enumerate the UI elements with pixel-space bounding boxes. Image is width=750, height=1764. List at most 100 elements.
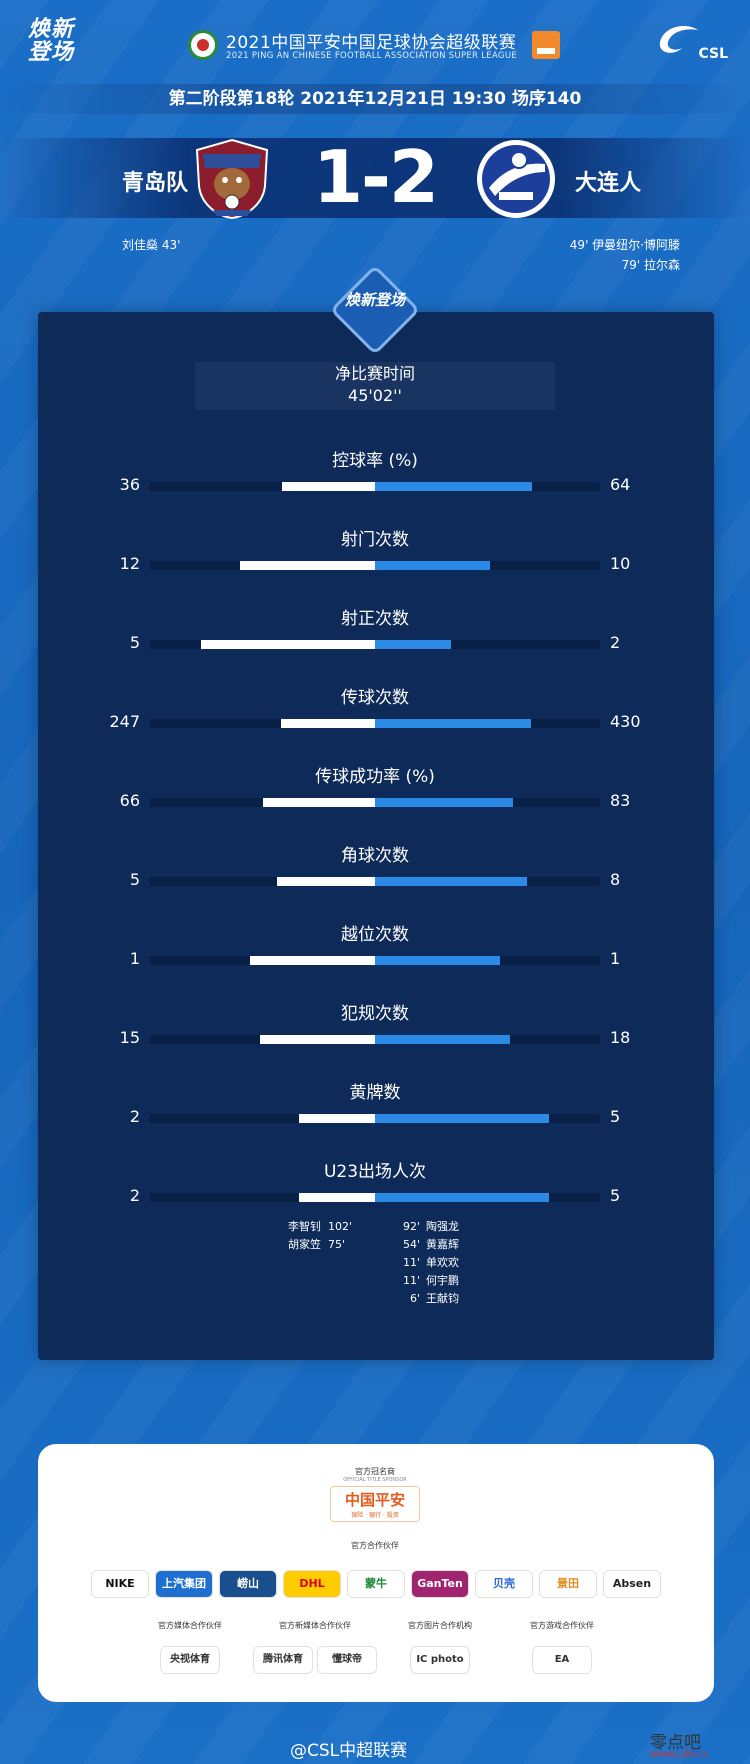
u23-home-list: 李智钊 102' 胡家笠 75' xyxy=(288,1218,352,1254)
stat-home-value: 5 xyxy=(129,870,140,889)
partner-logo: 蒙牛 xyxy=(348,1571,404,1597)
home-scorers: 刘佳燊 43' xyxy=(122,235,180,255)
u23-away-item: 92' 陶强龙 xyxy=(402,1220,459,1233)
u23-home-item: 李智钊 102' xyxy=(288,1220,353,1233)
stat-home-bar xyxy=(281,719,375,728)
net-time-value: 45'02'' xyxy=(348,386,402,405)
stat-row: 射正次数 5 2 xyxy=(0,604,750,654)
stat-label: 角球次数 xyxy=(341,846,409,866)
watermark: 零点吧 xyxy=(650,1733,701,1753)
stat-home-value: 66 xyxy=(119,791,140,810)
stat-home-value: 2 xyxy=(129,1107,140,1126)
brand-logo-left: 焕新登场 xyxy=(28,17,75,65)
title-sponsor-label: 官方冠名商 OFFICIAL TITLE SPONSOR xyxy=(0,1466,750,1483)
stat-row: 越位次数 1 1 xyxy=(0,920,750,970)
partner-logo: 上汽集团 xyxy=(156,1571,212,1597)
panel-badge-text: 焕新登场 xyxy=(344,291,405,309)
media-group-label: 官方游戏合作伙伴 xyxy=(530,1621,594,1630)
csl-swirl-icon xyxy=(659,26,698,53)
stat-label: 犯规次数 xyxy=(341,1004,409,1024)
media-partner-logo: 央视体育 xyxy=(161,1647,219,1673)
away-team-name: 大连人 xyxy=(575,171,642,196)
partners-label: 官方合作伙伴 xyxy=(351,1541,399,1550)
partner-logo: 崂山 xyxy=(220,1571,276,1597)
qingdao-crest-icon xyxy=(195,138,269,220)
stat-away-value: 5 xyxy=(610,1186,621,1205)
stat-home-bar xyxy=(299,1193,375,1202)
away-scorers: 49' 伊曼纽尔·博阿滕 79' 拉尔森 xyxy=(570,235,680,275)
u23-away-item: 11' 何宇鹏 xyxy=(402,1274,459,1287)
media-partner-logo: 腾讯体育 xyxy=(254,1647,312,1673)
stat-row: 射门次数 12 10 xyxy=(0,525,750,575)
net-time-box: 净比赛时间 45'02'' xyxy=(195,362,555,410)
partner-logo: 景田 xyxy=(540,1571,596,1597)
media-partner-logo: IC photo xyxy=(411,1647,469,1673)
cfa-emblem-icon xyxy=(188,30,218,60)
stat-away-bar xyxy=(375,640,451,649)
stat-away-bar xyxy=(375,1193,550,1202)
title-sponsor-label-en: OFFICIAL TITLE SPONSOR xyxy=(343,1477,407,1483)
csl-logo-text: CSL xyxy=(698,46,728,62)
stat-row: 角球次数 5 8 xyxy=(0,841,750,891)
round-info: 第二阶段第18轮 2021年12月21日 19:30 场序140 xyxy=(0,84,750,114)
u23-home-item: 胡家笠 75' xyxy=(288,1238,346,1251)
u23-away-item: 6' 王献钧 xyxy=(409,1292,459,1305)
stat-away-value: 430 xyxy=(610,712,641,731)
stat-away-value: 10 xyxy=(610,554,631,573)
stat-label: 控球率 (%) xyxy=(332,451,418,471)
stat-away-value: 18 xyxy=(610,1028,631,1047)
stat-away-bar xyxy=(375,1035,511,1044)
stat-home-value: 247 xyxy=(109,712,140,731)
away-scorer-item: 49' 伊曼纽尔·博阿滕 xyxy=(569,238,680,252)
stat-away-value: 5 xyxy=(610,1107,621,1126)
stat-home-bar xyxy=(299,1114,375,1123)
stat-away-value: 2 xyxy=(610,633,621,652)
home-team-name: 青岛队 xyxy=(122,171,189,196)
stat-home-bar xyxy=(263,798,375,807)
stat-label: 传球成功率 (%) xyxy=(315,767,435,787)
stat-label: 射正次数 xyxy=(341,609,409,629)
stat-away-bar xyxy=(375,719,532,728)
stat-away-value: 64 xyxy=(610,475,631,494)
stat-home-value: 36 xyxy=(119,475,140,494)
title-sponsor-name: 中国平安 xyxy=(344,1491,405,1509)
home-team-crest xyxy=(193,138,271,220)
u23-away-item: 11' 单欢欢 xyxy=(402,1256,459,1269)
partner-logo: Absen xyxy=(604,1571,660,1597)
stat-away-bar xyxy=(375,561,490,570)
stat-row: 控球率 (%) 36 64 xyxy=(0,446,750,496)
partner-logo: GanTen xyxy=(412,1571,468,1597)
stat-away-value: 83 xyxy=(610,791,631,810)
stat-home-bar xyxy=(260,1035,375,1044)
stat-row: 黄牌数 2 5 xyxy=(0,1078,750,1128)
dalian-crest-icon xyxy=(477,140,555,218)
partner-logo: NIKE xyxy=(92,1571,148,1597)
stat-home-value: 12 xyxy=(119,554,140,573)
media-partner-logo: 懂球帝 xyxy=(318,1647,376,1673)
league-subtitle: 2021 PING AN CHINESE FOOTBALL ASSOCIATIO… xyxy=(226,51,518,61)
net-time-label: 净比赛时间 xyxy=(334,364,415,383)
stat-away-value: 1 xyxy=(610,949,621,968)
stat-home-bar xyxy=(250,956,375,965)
stat-label: 越位次数 xyxy=(341,925,409,945)
score-band xyxy=(0,138,750,218)
u23-away-list: 92' 陶强龙 54' 黄嘉辉 11' 单欢欢 11' 何宇鹏 6' 王献钧 xyxy=(400,1218,459,1308)
partner-logo: DHL xyxy=(284,1571,340,1597)
stat-row: U23出场人次 2 5 xyxy=(0,1157,750,1207)
stat-label: 传球次数 xyxy=(341,688,409,708)
media-group-label: 官方图片合作机构 xyxy=(408,1621,472,1630)
stat-label: 黄牌数 xyxy=(349,1083,401,1103)
stat-home-value: 2 xyxy=(129,1186,140,1205)
home-scorer-item: 刘佳燊 43' xyxy=(122,238,181,252)
partner-logo: 贝壳 xyxy=(476,1571,532,1597)
stat-away-bar xyxy=(375,482,533,491)
title-sponsor-logo: 中国平安 保险 · 银行 · 投资 xyxy=(330,1486,420,1522)
csl-logo: CSL xyxy=(654,22,728,62)
weibo-handle: @CSL中超联赛 xyxy=(290,1741,408,1761)
stat-away-bar xyxy=(375,798,514,807)
title-sponsor-label-cn: 官方冠名商 xyxy=(355,1467,395,1476)
away-team-crest xyxy=(475,138,557,220)
media-partner-logo: EA xyxy=(533,1647,591,1673)
media-group-label: 官方新媒体合作伙伴 xyxy=(279,1621,351,1630)
u23-away-item: 54' 黄嘉辉 xyxy=(402,1238,459,1251)
